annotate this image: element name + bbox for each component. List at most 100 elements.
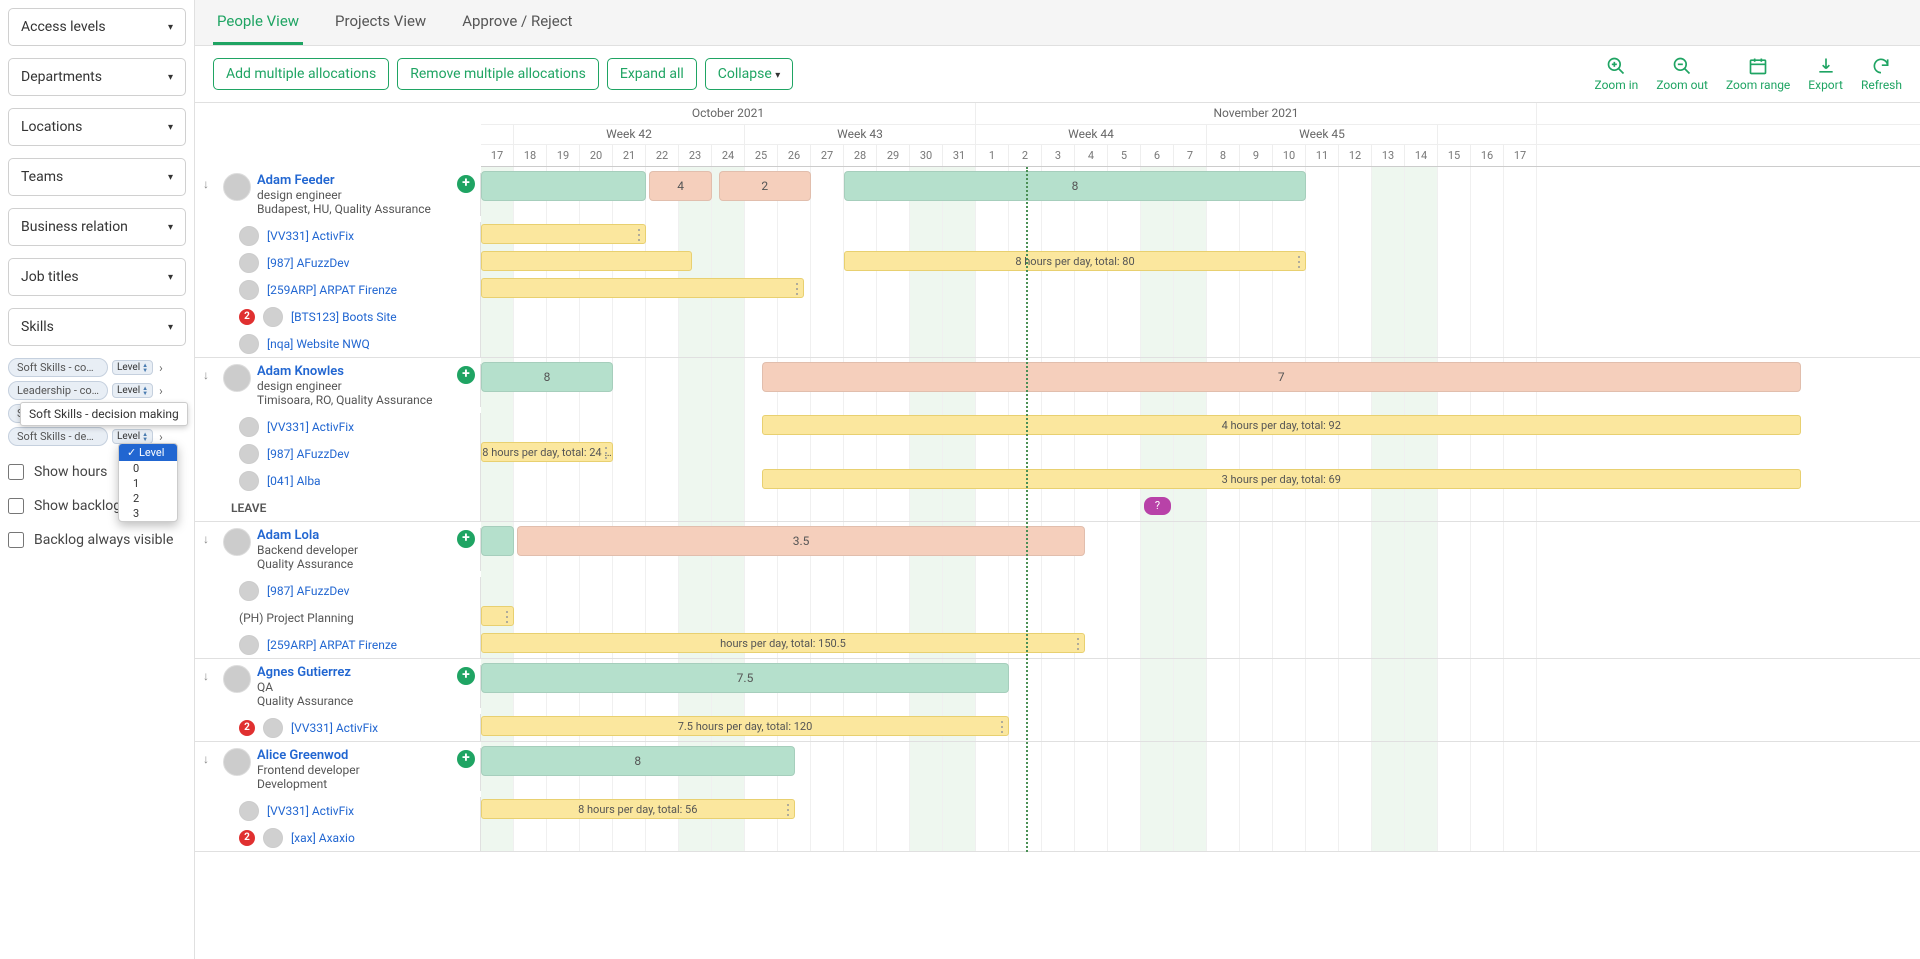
filter-access-levels[interactable]: Access levels▾ bbox=[8, 8, 186, 46]
day-header: 15 bbox=[1438, 145, 1471, 166]
leave-bar[interactable]: ? bbox=[1144, 497, 1170, 515]
project-link[interactable]: [VV331] ActivFix bbox=[267, 804, 354, 818]
project-link[interactable]: [VV331] ActivFix bbox=[267, 420, 354, 434]
timeline[interactable]: October 2021November 2021 Week 42Week 43… bbox=[195, 102, 1920, 959]
expand-all-button[interactable]: Expand all bbox=[607, 58, 697, 90]
drag-grip-icon[interactable] bbox=[787, 804, 791, 816]
allocation-bar[interactable]: 7.5 hours per day, total: 120 bbox=[481, 716, 1009, 736]
person-name[interactable]: Alice Greenwod bbox=[257, 748, 480, 763]
filter-business-relation[interactable]: Business relation▾ bbox=[8, 208, 186, 246]
capacity-bar[interactable]: 7.5 bbox=[481, 663, 1009, 693]
capacity-bar[interactable]: 8 bbox=[481, 746, 795, 776]
skill-level-select[interactable]: Level▲▼ bbox=[112, 383, 153, 398]
collapse-person-icon[interactable]: ↓ bbox=[203, 665, 217, 708]
person-name[interactable]: Adam Knowles bbox=[257, 364, 480, 379]
add-allocation-icon[interactable]: + bbox=[457, 530, 475, 548]
filter-departments[interactable]: Departments▾ bbox=[8, 58, 186, 96]
zoom-range-button[interactable]: Zoom range bbox=[1726, 56, 1790, 92]
allocation-bar[interactable] bbox=[481, 224, 646, 244]
person-name[interactable]: Adam Feeder bbox=[257, 173, 480, 188]
allocation-bar[interactable] bbox=[481, 606, 514, 626]
filter-skills[interactable]: Skills▾ bbox=[8, 308, 186, 346]
filter-job-titles[interactable]: Job titles▾ bbox=[8, 258, 186, 296]
project-link[interactable]: [987] AFuzzDev bbox=[267, 584, 349, 598]
allocation-bar[interactable]: 8 hours per day, total: 24 … bbox=[481, 442, 613, 462]
skill-tag[interactable]: Leadership - cost m… bbox=[8, 381, 108, 400]
level-option[interactable]: ✓ Level bbox=[119, 444, 177, 461]
project-link[interactable]: [VV331] ActivFix bbox=[267, 229, 354, 243]
skill-tag[interactable]: Soft Skills - decision… bbox=[8, 427, 108, 446]
capacity-bar[interactable] bbox=[481, 526, 514, 556]
collapse-person-icon[interactable]: ↓ bbox=[203, 748, 217, 791]
warning-badge[interactable]: 2 bbox=[239, 720, 255, 736]
person-name[interactable]: Adam Lola bbox=[257, 528, 480, 543]
refresh-button[interactable]: Refresh bbox=[1861, 56, 1902, 92]
drag-grip-icon[interactable] bbox=[638, 229, 642, 241]
project-link[interactable]: [987] AFuzzDev bbox=[267, 256, 349, 270]
drag-grip-icon[interactable] bbox=[796, 283, 800, 295]
capacity-bar[interactable]: 8 bbox=[844, 171, 1306, 201]
skill-level-select[interactable]: Level▲▼ bbox=[112, 360, 153, 375]
skill-level-select[interactable]: Level▲▼ bbox=[112, 429, 153, 444]
collapse-person-icon[interactable]: ↓ bbox=[203, 173, 217, 216]
project-link[interactable]: [987] AFuzzDev bbox=[267, 447, 349, 461]
collapse-person-icon[interactable]: ↓ bbox=[203, 364, 217, 407]
remove-skill-icon[interactable]: › bbox=[157, 384, 165, 398]
project-link[interactable]: [BTS123] Boots Site bbox=[291, 310, 397, 324]
show-hours-checkbox[interactable] bbox=[8, 464, 24, 480]
level-option[interactable]: 1 bbox=[119, 476, 177, 491]
project-link[interactable]: [xax] Axaxio bbox=[291, 831, 355, 845]
level-option[interactable]: 2 bbox=[119, 491, 177, 506]
remove-skill-icon[interactable]: › bbox=[157, 430, 165, 444]
person-name[interactable]: Agnes Gutierrez bbox=[257, 665, 480, 680]
export-button[interactable]: Export bbox=[1808, 56, 1843, 92]
collapse-button[interactable]: Collapse ▾ bbox=[705, 58, 794, 90]
backlog-only-checkbox[interactable] bbox=[8, 498, 24, 514]
drag-grip-icon[interactable] bbox=[605, 447, 609, 459]
allocation-bar[interactable]: 4 hours per day, total: 92 bbox=[762, 415, 1802, 435]
allocation-bar[interactable]: 3 hours per day, total: 69 bbox=[762, 469, 1802, 489]
skill-tag[interactable]: Soft Skills - conflict r… bbox=[8, 358, 108, 377]
project-link[interactable]: [259ARP] ARPAT Firenze bbox=[267, 638, 397, 652]
drag-grip-icon[interactable] bbox=[1077, 638, 1081, 650]
allocation-bar[interactable]: 8 hours per day, total: 56 bbox=[481, 799, 795, 819]
collapse-person-icon[interactable]: ↓ bbox=[203, 528, 217, 571]
level-dropdown[interactable]: ✓ Level0123 bbox=[118, 443, 178, 522]
add-multi-button[interactable]: Add multiple allocations bbox=[213, 58, 389, 90]
capacity-bar[interactable]: 7 bbox=[762, 362, 1802, 392]
backlog-always-checkbox[interactable] bbox=[8, 532, 24, 548]
add-allocation-icon[interactable]: + bbox=[457, 667, 475, 685]
capacity-bar[interactable]: 3.5 bbox=[517, 526, 1085, 556]
add-allocation-icon[interactable]: + bbox=[457, 175, 475, 193]
remove-skill-icon[interactable]: › bbox=[157, 361, 165, 375]
tab-projects-view[interactable]: Projects View bbox=[331, 0, 430, 45]
tab-people-view[interactable]: People View bbox=[213, 0, 303, 45]
add-allocation-icon[interactable]: + bbox=[457, 366, 475, 384]
level-option[interactable]: 0 bbox=[119, 461, 177, 476]
allocation-bar[interactable] bbox=[481, 278, 804, 298]
capacity-bar[interactable] bbox=[481, 171, 646, 201]
drag-grip-icon[interactable] bbox=[1001, 721, 1005, 733]
project-link[interactable]: [nqa] Website NWQ bbox=[267, 337, 370, 351]
filter-teams[interactable]: Teams▾ bbox=[8, 158, 186, 196]
capacity-bar[interactable]: 4 bbox=[649, 171, 712, 201]
allocation-bar[interactable] bbox=[481, 251, 692, 271]
add-allocation-icon[interactable]: + bbox=[457, 750, 475, 768]
allocation-bar[interactable]: hours per day, total: 150.5 bbox=[481, 633, 1085, 653]
drag-grip-icon[interactable] bbox=[1298, 256, 1302, 268]
filter-locations[interactable]: Locations▾ bbox=[8, 108, 186, 146]
warning-badge[interactable]: 2 bbox=[239, 309, 255, 325]
zoom-out-button[interactable]: Zoom out bbox=[1656, 56, 1708, 92]
capacity-bar[interactable]: 2 bbox=[719, 171, 811, 201]
capacity-bar[interactable]: 8 bbox=[481, 362, 613, 392]
project-link[interactable]: [259ARP] ARPAT Firenze bbox=[267, 283, 397, 297]
project-link[interactable]: [041] Alba bbox=[267, 474, 321, 488]
warning-badge[interactable]: 2 bbox=[239, 830, 255, 846]
allocation-bar[interactable]: 8 hours per day, total: 80 bbox=[844, 251, 1306, 271]
remove-multi-button[interactable]: Remove multiple allocations bbox=[397, 58, 599, 90]
level-option[interactable]: 3 bbox=[119, 506, 177, 521]
project-link[interactable]: [VV331] ActivFix bbox=[291, 721, 378, 735]
drag-grip-icon[interactable] bbox=[506, 611, 510, 623]
tab-approve-reject[interactable]: Approve / Reject bbox=[458, 0, 576, 45]
zoom-in-button[interactable]: Zoom in bbox=[1595, 56, 1639, 92]
